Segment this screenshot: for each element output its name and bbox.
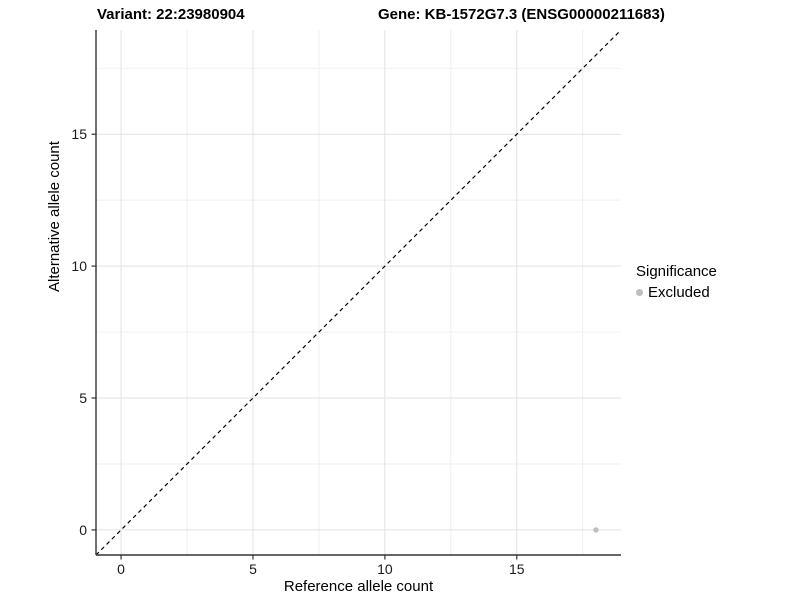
axis-lines <box>95 30 621 556</box>
identity-reference-line <box>95 29 622 556</box>
gridlines-major <box>96 30 621 555</box>
x-tick-label: 0 <box>117 561 125 577</box>
x-tick-label: 15 <box>509 561 525 577</box>
legend-entry-label: Excluded <box>648 284 710 301</box>
gridlines-minor <box>96 30 621 555</box>
y-tick-label: 10 <box>71 258 87 274</box>
y-tick-label: 5 <box>79 390 87 406</box>
x-axis-title: Reference allele count <box>283 578 434 595</box>
legend-title: Significance <box>636 263 717 280</box>
legend: Significance Excluded <box>636 263 717 301</box>
data-points <box>593 527 599 533</box>
plot-title-gene: Gene: KB-1572G7.3 (ENSG00000211683) <box>378 6 665 23</box>
axis-ticks <box>91 133 518 560</box>
legend-point-icon <box>636 289 643 296</box>
x-tick-label: 5 <box>249 561 257 577</box>
y-tick-label: 0 <box>79 522 87 538</box>
axis-tick-labels: 0 5 10 15 0 5 10 15 <box>71 126 524 577</box>
legend-entry-excluded: Excluded <box>636 284 717 301</box>
data-point-excluded <box>593 527 599 533</box>
x-tick-label: 10 <box>377 561 393 577</box>
plot-title-variant: Variant: 22:23980904 <box>97 6 245 23</box>
y-tick-label: 15 <box>71 126 87 142</box>
